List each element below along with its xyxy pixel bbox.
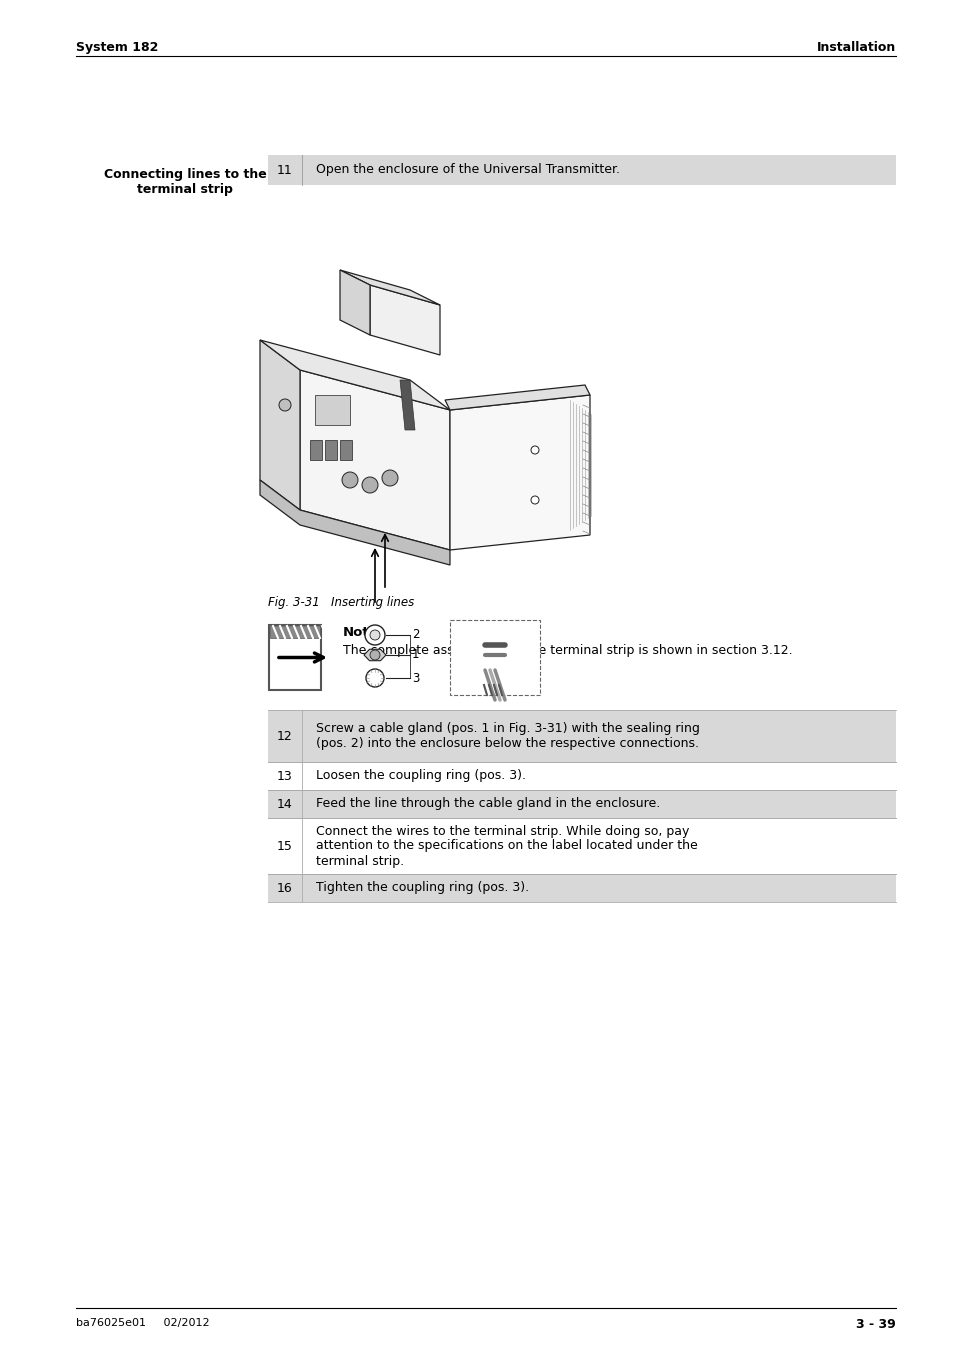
Polygon shape [339,270,370,335]
Text: Connecting lines to the
terminal strip: Connecting lines to the terminal strip [104,167,266,196]
Polygon shape [444,385,589,410]
Bar [268,790,895,818]
Bar [325,440,336,460]
Text: 2: 2 [412,629,419,641]
Text: Open the enclosure of the Universal Transmitter.: Open the enclosure of the Universal Tran… [315,163,619,177]
Text: Screw a cable gland (pos. 1 in Fig. 3-31) with the sealing ring
(pos. 2) into th: Screw a cable gland (pos. 1 in Fig. 3-31… [315,722,700,751]
Circle shape [361,477,377,493]
Polygon shape [364,649,386,660]
Polygon shape [370,285,439,355]
Text: 14: 14 [276,798,293,810]
Polygon shape [450,396,589,549]
Bar [270,626,319,639]
Polygon shape [260,340,299,510]
Text: Feed the line through the cable gland in the enclosure.: Feed the line through the cable gland in… [315,798,659,810]
Text: 3 - 39: 3 - 39 [856,1318,895,1331]
Circle shape [531,495,538,504]
Text: 3: 3 [412,671,419,684]
Text: Fig. 3-31   Inserting lines: Fig. 3-31 Inserting lines [268,595,414,609]
Polygon shape [260,340,450,410]
Bar [268,873,895,902]
Text: 13: 13 [276,769,293,783]
FancyBboxPatch shape [269,625,320,690]
Circle shape [381,470,397,486]
Polygon shape [260,481,450,566]
Text: System 182: System 182 [76,40,158,54]
Circle shape [370,630,379,640]
Text: Installation: Installation [816,40,895,54]
Circle shape [278,400,291,410]
Text: Loosen the coupling ring (pos. 3).: Loosen the coupling ring (pos. 3). [315,769,525,783]
Text: 11: 11 [276,163,293,177]
Bar [450,620,539,695]
Bar [339,440,352,460]
Text: 12: 12 [276,729,293,742]
Text: 15: 15 [276,840,293,852]
Polygon shape [399,379,415,431]
Bar [314,396,350,425]
Circle shape [366,670,384,687]
Text: Connect the wires to the terminal strip. While doing so, pay
attention to the sp: Connect the wires to the terminal strip.… [315,825,697,868]
Text: 1: 1 [412,648,419,662]
Bar [310,440,322,460]
Text: Note: Note [343,626,378,639]
Text: The complete assignment of the terminal strip is shown in section 3.12.: The complete assignment of the terminal … [343,644,792,657]
Polygon shape [299,370,450,549]
Bar [268,710,895,761]
Text: 16: 16 [276,882,293,895]
Polygon shape [339,270,439,305]
Bar [268,155,895,185]
Circle shape [370,649,379,660]
Circle shape [341,472,357,487]
Text: Tighten the coupling ring (pos. 3).: Tighten the coupling ring (pos. 3). [315,882,529,895]
Circle shape [531,446,538,454]
Circle shape [365,625,385,645]
Text: ba76025e01     02/2012: ba76025e01 02/2012 [76,1318,210,1328]
